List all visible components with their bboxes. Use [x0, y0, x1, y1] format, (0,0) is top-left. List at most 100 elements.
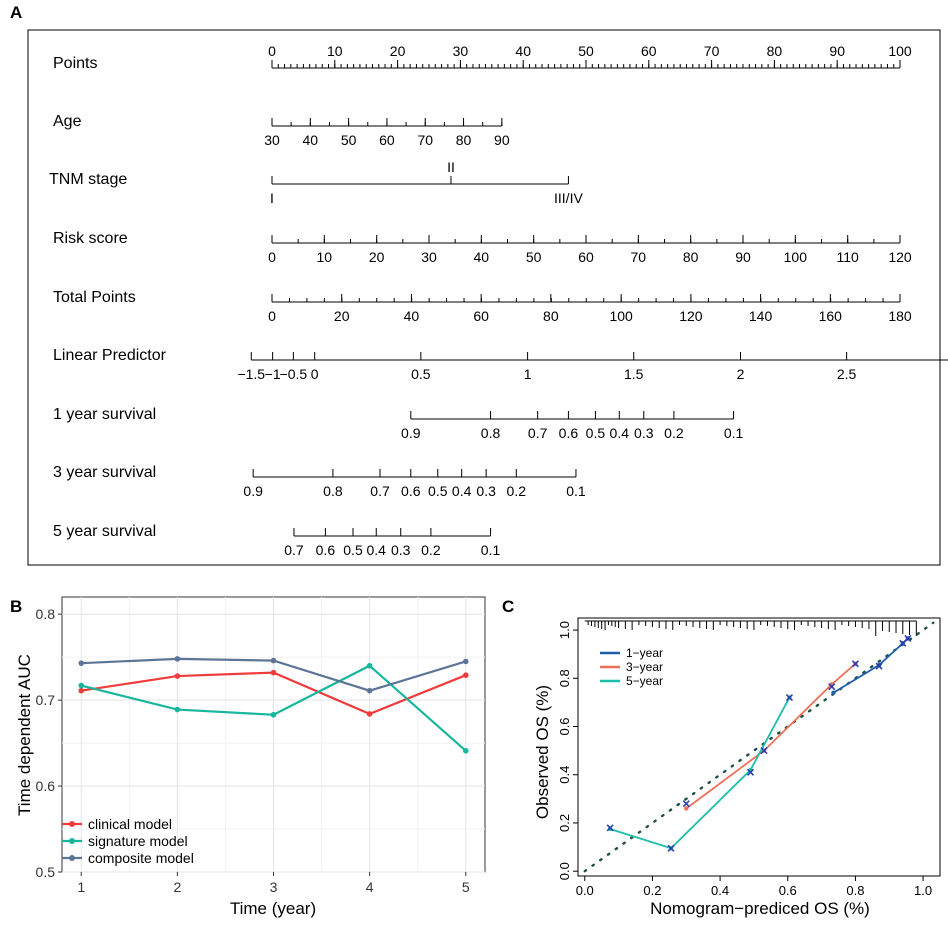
- nomogram-tick-label: 0.6: [401, 483, 421, 499]
- calibration-y-tick-label: 0.2: [557, 814, 572, 832]
- nomogram-tick-label: 50: [341, 132, 357, 148]
- auc-data-point: [270, 657, 277, 664]
- calibration-x-tick-label: 0.0: [576, 883, 594, 898]
- nomogram-tick-label: 20: [334, 308, 350, 324]
- calibration-x-marker-stroke: [851, 660, 859, 668]
- calibration-x-marker-stroke: [828, 683, 836, 691]
- calibration-y-tick-label: 0.0: [557, 862, 572, 880]
- nomogram-row-label: Linear Predictor: [53, 347, 167, 364]
- calibration-axes: 0.0 0.2 0.4 0.6 0.8 1.0 0.0 0.2 0.4 0.6 0.8 1.0: [557, 621, 932, 898]
- calibration-y-axis-title: Observed OS (%): [533, 685, 552, 819]
- nomogram-tick-label: 10: [327, 43, 343, 59]
- nomogram-tick-label: 120: [679, 308, 703, 324]
- nomogram-row-label: Total Points: [53, 289, 136, 306]
- calibration-x-marker-stroke: [760, 747, 768, 755]
- auc-legend-label: signature model: [88, 833, 188, 849]
- calibration-x-marker-stroke: [606, 824, 614, 832]
- nomogram-tick-label: 0: [268, 249, 276, 265]
- nomogram-row: 3 year survival 0.9 0.8 0.7 0.6 0.5 0.4 0.3 0.2 0…: [53, 464, 586, 499]
- nomogram-tick-label: 2.5: [837, 366, 857, 382]
- nomogram-tick-label: 160: [819, 308, 843, 324]
- nomogram-tick-label: 60: [379, 132, 395, 148]
- nomogram-tick-label: 50: [526, 249, 542, 265]
- auc-chart: 0.5 0.6 0.7 0.8 1 2 3 4 5 clinical modelsignatur…: [15, 596, 486, 918]
- nomogram-tick-label: 60: [578, 249, 594, 265]
- auc-data-point: [78, 682, 85, 689]
- nomogram-row: 1 year survival 0.9 0.8 0.7 0.6 0.5 0.4 0.3 0.2 0…: [53, 406, 744, 441]
- nomogram-tick-label: II: [447, 159, 455, 175]
- calibration-x-marker-stroke: [746, 768, 755, 776]
- nomogram-tick-label: 90: [494, 132, 510, 148]
- calibration-x-marker-stroke: [682, 800, 690, 808]
- calibration-x-marker: [606, 824, 614, 832]
- calibration-x-marker-stroke: [785, 694, 794, 702]
- nomogram-tick-label: 2: [737, 366, 745, 382]
- nomogram-row-label: Risk score: [53, 230, 128, 247]
- nomogram-tick-label: 40: [474, 249, 490, 265]
- calibration-y-tick-label: 1.0: [557, 621, 572, 639]
- nomogram-tick-label: 0.7: [370, 483, 390, 499]
- nomogram-tick-label: 0.9: [243, 483, 263, 499]
- nomogram-tick-label: 80: [543, 308, 559, 324]
- nomogram-frame: [27, 29, 941, 566]
- nomogram-tick-label: 0: [311, 366, 319, 382]
- nomogram-tick-label: 30: [264, 132, 280, 148]
- nomogram-tick-label: III/IV: [554, 190, 583, 206]
- auc-x-tick-label: 5: [462, 879, 470, 895]
- nomogram-tick-label: 0.3: [391, 542, 411, 558]
- auc-data-point: [366, 711, 373, 717]
- nomogram-tick-label: 0.5: [428, 483, 448, 499]
- nomogram-tick-label: 70: [704, 43, 720, 59]
- nomogram-tick-label: 0: [268, 43, 276, 59]
- nomogram-row: Total Points 0 20 40 60 80 100 120 140 160 180: [53, 289, 912, 324]
- nomogram-tick-label: 100: [888, 43, 912, 59]
- calibration-x-marker: [904, 634, 912, 643]
- nomogram-tick-label: 0.4: [610, 425, 630, 441]
- calibration-series-line: [832, 637, 909, 694]
- nomogram-tick-label: 0.3: [634, 425, 654, 441]
- nomogram-tick-label: 60: [641, 43, 657, 59]
- nomogram-tick-label: I: [270, 190, 274, 206]
- nomogram-tick-label: 0.6: [559, 425, 579, 441]
- nomogram-tick-label: 0.3: [476, 483, 496, 499]
- auc-data-point: [270, 669, 277, 676]
- auc-legend-marker: [69, 838, 75, 844]
- nomogram-tick-label: −1.5: [237, 366, 265, 382]
- nomogram-tick-label: 0.4: [367, 542, 387, 558]
- calibration-y-tick-label: 0.8: [557, 669, 572, 687]
- auc-x-axis-title: Time (year): [230, 899, 316, 918]
- auc-data-point: [78, 660, 85, 666]
- nomogram-tick-label: 0: [268, 308, 276, 324]
- nomogram-tick-label: 0.2: [664, 425, 684, 441]
- calibration-x-marker-stroke: [667, 844, 675, 852]
- auc-x-tick-label: 1: [77, 879, 85, 895]
- nomogram-tick-label: 40: [303, 132, 319, 148]
- calibration-legend-label: 5−year: [626, 674, 663, 688]
- nomogram-tick-label: 50: [578, 43, 594, 59]
- nomogram-tick-label: 0.1: [724, 425, 744, 441]
- calibration-x-tick-label: 0.6: [779, 883, 797, 898]
- nomogram-tick-label: 70: [417, 132, 433, 148]
- auc-data-point: [270, 711, 277, 718]
- nomogram-row: Risk score 0 10 20 30 40 50 60 70 80 90 100 110 120: [53, 230, 912, 265]
- auc-data-point: [462, 658, 469, 665]
- calibration-legend-label: 3−year: [626, 660, 663, 674]
- calibration-rug: [584, 620, 917, 636]
- nomogram-row-label: TNM stage: [49, 171, 127, 188]
- nomogram-tick-label: 90: [829, 43, 845, 59]
- nomogram-tick-label: 40: [515, 43, 531, 59]
- nomogram-row-label: Points: [53, 55, 97, 72]
- nomogram-tick-label: 0.9: [401, 425, 421, 441]
- nomogram-tick-label: 30: [453, 43, 469, 59]
- nomogram-tick-label: 1: [524, 366, 532, 382]
- nomogram-tick-label: 0.2: [507, 483, 527, 499]
- auc-data-point: [174, 706, 181, 713]
- nomogram-tick-label: 10: [317, 249, 333, 265]
- auc-data-point: [174, 673, 181, 679]
- nomogram-tick-label: 80: [767, 43, 783, 59]
- nomogram-tick-label: 0.5: [411, 366, 431, 382]
- nomogram-row-label: 3 year survival: [53, 464, 156, 481]
